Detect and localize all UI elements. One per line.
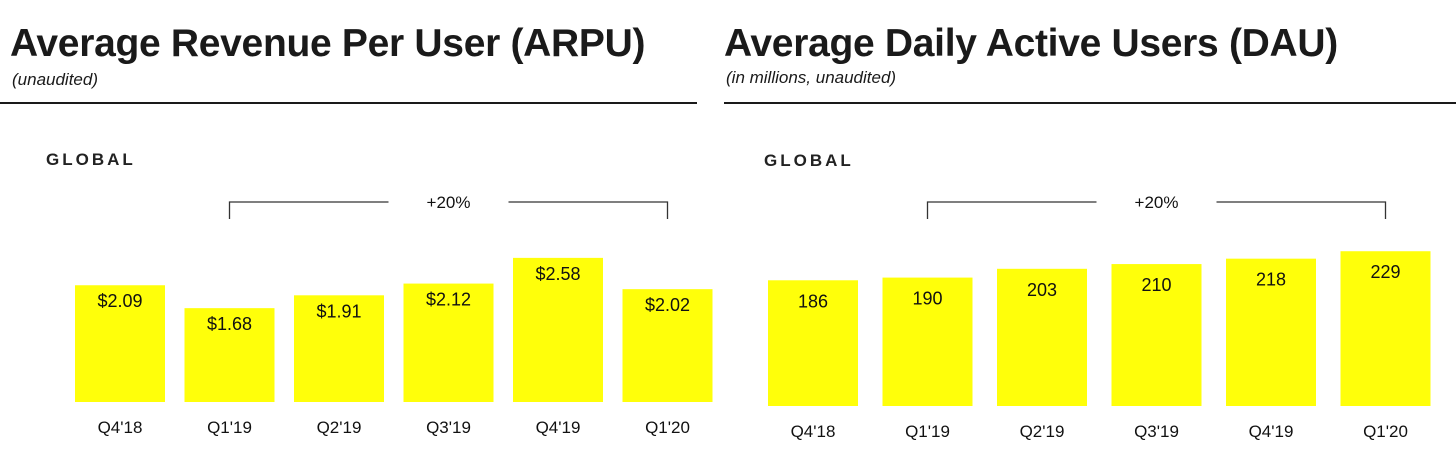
- dau-tick-label: Q3'19: [1134, 422, 1179, 441]
- dau-tick-label: Q2'19: [1020, 422, 1065, 441]
- dau-bar: [768, 280, 858, 406]
- arpu-title: Average Revenue Per User (ARPU): [10, 22, 646, 65]
- dau-bar: [882, 277, 973, 406]
- dau-data-label: 218: [1256, 270, 1286, 290]
- arpu-data-label: $2.09: [97, 291, 142, 311]
- arpu-data-label: $1.68: [207, 314, 252, 334]
- arpu-bar: [184, 308, 275, 402]
- dau-tick-label: Q4'19: [1249, 422, 1294, 441]
- dau-data-label: 203: [1027, 280, 1057, 300]
- dau-bar: [997, 268, 1087, 406]
- arpu-data-label: $2.58: [535, 264, 580, 284]
- arpu-tick-label: Q2'19: [317, 418, 362, 437]
- dau-bar: [1226, 258, 1316, 406]
- arpu-bar: [622, 289, 713, 402]
- arpu-tick-label: Q4'18: [98, 418, 143, 437]
- arpu-bar: [75, 285, 165, 402]
- arpu-tick-label: Q3'19: [426, 418, 471, 437]
- dau-tick-label: Q1'20: [1363, 422, 1408, 441]
- dau-title: Average Daily Active Users (DAU): [724, 22, 1338, 65]
- arpu-growth-label: +20%: [427, 193, 471, 212]
- arpu-data-label: $1.91: [316, 301, 361, 321]
- dau-data-label: 190: [912, 289, 942, 309]
- dau-panel: Average Daily Active Users (DAU) (in mil…: [716, 0, 1456, 475]
- dau-growth-bracket: [926, 201, 1387, 219]
- dau-bar: [1111, 264, 1202, 406]
- dau-subtitle: (in millions, unaudited): [726, 68, 897, 87]
- arpu-subtitle: (unaudited): [12, 70, 99, 89]
- arpu-divider: [0, 102, 697, 104]
- dau-growth-label: +20%: [1135, 193, 1179, 212]
- arpu-bar: [513, 257, 603, 402]
- dau-tick-label: Q4'18: [791, 422, 836, 441]
- arpu-growth-bracket: [228, 201, 669, 219]
- arpu-bar-chart: $2.09 Q4'18 $1.68 Q1'19 $1.91 Q2'19 $2.12 Q3'19…: [75, 193, 713, 437]
- arpu-panel: Average Revenue Per User (ARPU) (unaudit…: [0, 0, 713, 475]
- dau-data-label: 186: [798, 291, 828, 311]
- arpu-tick-label: Q1'19: [207, 418, 252, 437]
- arpu-data-label: $2.12: [426, 290, 471, 310]
- arpu-data-label: $2.02: [645, 295, 690, 315]
- dau-tick-label: Q1'19: [905, 422, 950, 441]
- dau-data-label: 229: [1370, 262, 1400, 282]
- arpu-tick-label: Q4'19: [536, 418, 581, 437]
- dau-bar-chart: 186 Q4'18 190 Q1'19 203 Q2'19 210 Q3'19 218 Q4'19…: [768, 193, 1431, 441]
- arpu-bar: [403, 283, 494, 402]
- dau-data-label: 210: [1141, 275, 1171, 295]
- arpu-bar: [294, 295, 384, 402]
- arpu-tick-label: Q1'20: [645, 418, 690, 437]
- dau-region-label: GLOBAL: [764, 151, 854, 170]
- dau-divider: [724, 102, 1456, 104]
- arpu-region-label: GLOBAL: [46, 150, 136, 169]
- dau-bar: [1340, 251, 1431, 406]
